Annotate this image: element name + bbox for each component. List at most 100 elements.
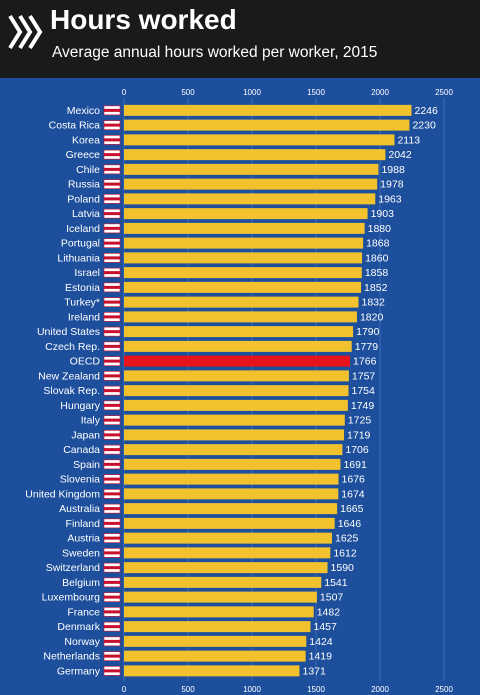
bar [124, 340, 352, 352]
flag-icon-stripe [104, 477, 120, 481]
category-label: Norway [64, 636, 100, 648]
category-label: Estonia [65, 282, 100, 294]
bar [124, 444, 343, 456]
bar [124, 193, 376, 205]
value-label: 1858 [365, 267, 389, 279]
value-label: 1852 [364, 282, 388, 294]
bar [124, 355, 351, 367]
value-label: 2113 [397, 134, 420, 146]
flag-icon-stripe [104, 669, 120, 673]
bar [124, 621, 311, 633]
bar [124, 503, 338, 515]
bar [124, 237, 364, 249]
flag-icon-stripe [104, 595, 120, 599]
value-label: 1820 [360, 311, 384, 323]
value-label: 1719 [347, 429, 371, 441]
value-label: 1507 [320, 592, 344, 604]
category-label: Sweden [62, 547, 100, 559]
x-tick-label-bottom: 2500 [435, 685, 453, 694]
value-label: 1676 [342, 474, 366, 486]
category-label: Spain [73, 459, 100, 471]
value-label: 1754 [352, 385, 376, 397]
value-label: 1903 [371, 208, 395, 220]
bar [124, 517, 335, 529]
bar [124, 591, 317, 603]
bar [124, 208, 368, 220]
category-label: Korea [72, 134, 100, 146]
value-label: 2230 [412, 120, 436, 132]
flag-icon-stripe [104, 448, 120, 452]
flag-icon-stripe [104, 433, 120, 437]
value-label: 1978 [380, 179, 404, 191]
category-label: Luxembourg [42, 592, 101, 604]
bar [124, 252, 363, 264]
x-tick-label-bottom: 1500 [307, 685, 325, 694]
value-label: 1482 [317, 606, 341, 618]
category-label: New Zealand [38, 370, 100, 382]
category-label: Chile [76, 164, 100, 176]
flag-icon-stripe [104, 551, 120, 555]
bar [124, 134, 395, 146]
flag-icon-stripe [104, 521, 120, 525]
chart-header: Hours worked Average annual hours worked… [0, 0, 480, 78]
flag-icon-stripe [104, 167, 120, 171]
bar [124, 635, 307, 647]
category-label: Denmark [57, 621, 100, 633]
value-label: 1625 [335, 533, 359, 545]
bar [124, 149, 386, 161]
category-label: Mexico [67, 105, 100, 117]
plot-area: 0 0 500 500 1000 1000 1500 1500 2000 2000 2500 2500… [0, 78, 480, 695]
flag-icon-stripe [104, 418, 120, 422]
bar [124, 606, 314, 618]
x-tick-label-bottom: 0 [122, 685, 127, 694]
value-label: 1766 [353, 356, 377, 368]
flag-icon-stripe [104, 330, 120, 334]
bar [124, 473, 339, 485]
oecd-logo-icon [8, 14, 43, 50]
value-label: 1725 [348, 415, 372, 427]
x-tick-label-top: 1000 [243, 88, 261, 97]
category-label: Israel [74, 267, 100, 279]
category-label: OECD [70, 356, 101, 368]
x-tick-label-top: 2000 [371, 88, 389, 97]
x-tick-label-top: 500 [181, 88, 195, 97]
value-label: 1963 [378, 193, 402, 205]
value-label: 1371 [302, 665, 326, 677]
bar [124, 163, 379, 175]
category-label: Slovak Rep. [43, 385, 100, 397]
flag-icon-stripe [104, 492, 120, 496]
bar [124, 178, 378, 190]
category-label: Greece [66, 149, 101, 161]
flag-icon-stripe [104, 182, 120, 186]
flag-icon-stripe [104, 344, 120, 348]
category-label: France [67, 606, 100, 618]
category-label: Switzerland [46, 562, 100, 574]
bar-chart: 0 0 500 500 1000 1000 1500 1500 2000 2000 2500 2500… [25, 88, 453, 694]
bar [124, 326, 354, 338]
flag-icon-stripe [104, 212, 120, 216]
bar [124, 650, 306, 662]
bar [124, 119, 410, 131]
value-label: 1868 [366, 238, 390, 250]
bar [124, 665, 300, 677]
category-label: United States [37, 326, 100, 338]
value-label: 1988 [381, 164, 405, 176]
flag-icon-stripe [104, 197, 120, 201]
value-label: 1779 [355, 341, 379, 353]
category-label: Germany [57, 665, 101, 677]
value-label: 1646 [338, 518, 362, 530]
flag-icon-stripe [104, 403, 120, 407]
flag-icon-stripe [104, 389, 120, 393]
bar [124, 385, 349, 397]
x-tick-label-bottom: 2000 [371, 685, 389, 694]
chart-title: Hours worked [50, 4, 237, 35]
value-label: 1419 [309, 651, 333, 663]
flag-icon-stripe [104, 536, 120, 540]
flag-icon-stripe [104, 639, 120, 643]
flag-icon-stripe [104, 580, 120, 584]
category-label: United Kingdom [25, 488, 100, 500]
flag-icon-stripe [104, 359, 120, 363]
x-tick-label-top: 2500 [435, 88, 453, 97]
category-label: Russia [68, 179, 100, 191]
flag-icon-stripe [104, 285, 120, 289]
